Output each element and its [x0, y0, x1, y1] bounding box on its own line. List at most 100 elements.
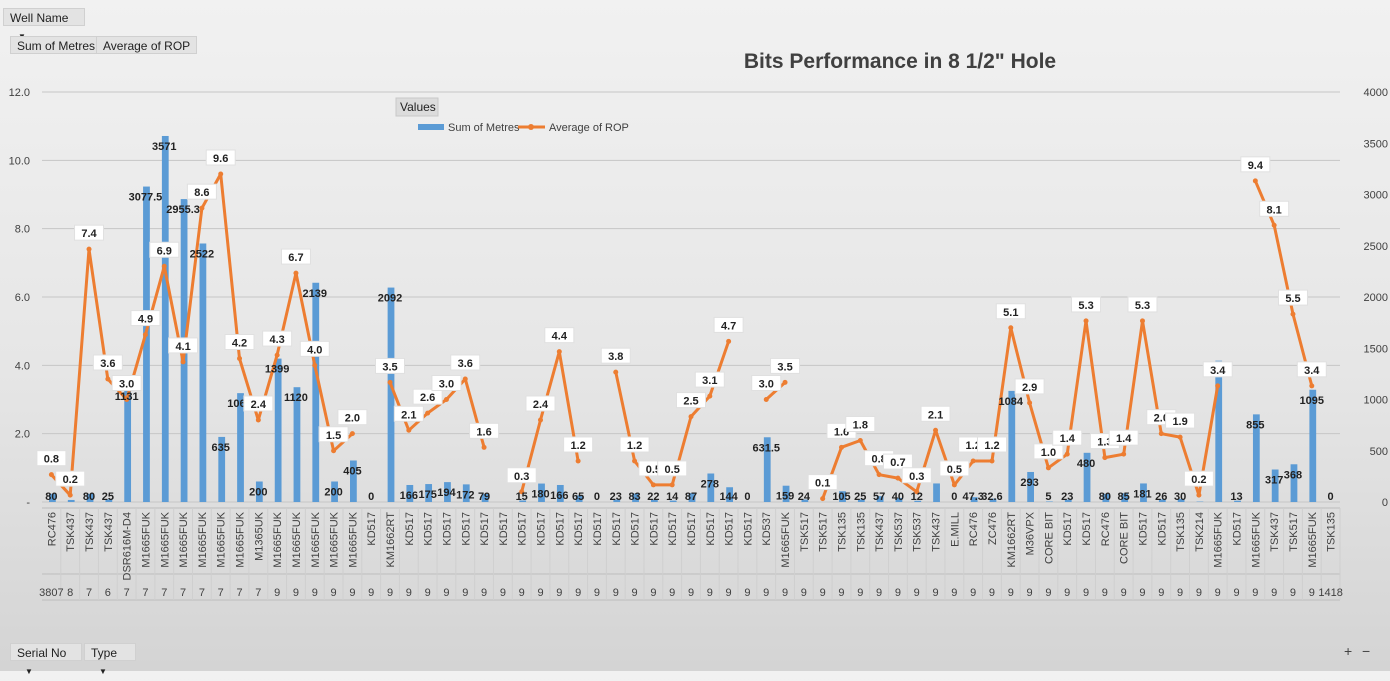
category-serial-label: 9 [801, 587, 807, 599]
rop-data-label: 0.8 [44, 454, 59, 466]
rop-point [1290, 312, 1295, 317]
rop-point [68, 493, 73, 498]
metres-bar [933, 483, 940, 502]
rop-data-label: 1.4 [1116, 433, 1132, 445]
category-type-label: ZC476 [987, 512, 999, 545]
metres-data-label: 0 [1328, 491, 1334, 503]
category-type-label: M1665FUK [1307, 511, 1319, 567]
category-serial-label: 9 [575, 587, 581, 599]
category-type-label: M1665FUK [291, 511, 303, 567]
rop-point [293, 271, 298, 276]
metres-data-label: 15 [516, 491, 528, 503]
category-type-label: KD517 [554, 512, 566, 546]
rop-data-label: 1.9 [1172, 416, 1187, 428]
category-serial-label: 9 [1027, 587, 1033, 599]
category-serial-label: 9 [331, 587, 337, 599]
rop-point [162, 264, 167, 269]
metres-data-label: 278 [701, 479, 719, 491]
category-serial-label: 9 [820, 587, 826, 599]
rop-point [1253, 178, 1258, 183]
rop-data-label: 3.5 [382, 361, 397, 373]
category-serial-label: 7 [124, 587, 130, 599]
category-serial-label: 9 [1271, 587, 1277, 599]
category-type-label: KD517 [1232, 512, 1244, 546]
category-type-label: KD517 [724, 512, 736, 546]
category-serial-label: 9 [556, 587, 562, 599]
rop-point [839, 445, 844, 450]
rop-data-label: 3.0 [759, 379, 774, 391]
metres-data-label: 40 [892, 491, 904, 503]
left-axis-tick-label: 2.0 [15, 429, 30, 441]
left-axis-tick-label: 10.0 [9, 155, 30, 167]
category-type-label: KD517 [479, 512, 491, 546]
rop-data-label: 2.6 [420, 392, 435, 404]
category-type-label: M1665FUK [780, 511, 792, 567]
metres-data-label: 1131 [115, 391, 139, 403]
chart-legend: Values Sum of Metres Average of ROP [396, 98, 629, 134]
rop-point [557, 349, 562, 354]
rop-point [613, 370, 618, 375]
category-serial-label: 7 [142, 587, 148, 599]
metres-data-label: 180 [531, 489, 549, 501]
category-serial-label: 9 [707, 587, 713, 599]
rop-data-label: 8.1 [1267, 204, 1282, 216]
rop-data-label: 8.6 [194, 187, 209, 199]
metres-data-label: 159 [776, 491, 794, 503]
category-type-label: KD517 [1156, 512, 1168, 546]
category-serial-label: 9 [594, 587, 600, 599]
metres-data-label: 0 [594, 491, 600, 503]
rop-data-label: 0.5 [665, 464, 680, 476]
category-type-label: RC476 [1100, 512, 1112, 546]
rop-data-label: 9.4 [1248, 160, 1264, 172]
category-type-label: TSK517 [1288, 512, 1300, 552]
rop-data-label: 3.4 [1304, 365, 1320, 377]
rop-point [181, 359, 186, 364]
metres-data-label: 26 [1155, 491, 1167, 503]
category-type-label: M1665FUK [310, 511, 322, 567]
category-serial-label: 9 [1252, 587, 1258, 599]
category-serial-label: 9 [1215, 587, 1221, 599]
rop-point [689, 414, 694, 419]
rop-point [256, 418, 261, 423]
right-axis-tick-label: 2500 [1364, 241, 1388, 253]
rop-point [87, 247, 92, 252]
rop-point [1215, 383, 1220, 388]
metres-data-label: 25 [854, 491, 866, 503]
category-serial-label: 6 [105, 587, 111, 599]
category-type-label: M1665FUK [235, 511, 247, 567]
category-serial-label: 9 [744, 587, 750, 599]
metres-bar [294, 387, 301, 502]
category-type-label: KD517 [1137, 512, 1149, 546]
rop-data-label: 2.1 [928, 409, 943, 421]
rop-data-label: 2.0 [345, 413, 360, 425]
category-type-label: KD517 [573, 512, 585, 546]
category-serial-label: 8 [67, 587, 73, 599]
rop-data-label: 4.7 [721, 320, 736, 332]
category-type-label: KD517 [1081, 512, 1093, 546]
rop-point [275, 353, 280, 358]
rop-data-label: 4.2 [232, 338, 247, 350]
category-type-label: TSK537 [893, 512, 905, 552]
metres-data-label: 3077.5 [129, 192, 163, 204]
metres-data-label: 1120 [284, 392, 308, 404]
metres-data-label: 1399 [265, 364, 289, 376]
metres-data-label: 30 [1174, 491, 1186, 503]
category-type-label: M1365UK [253, 511, 265, 561]
right-axis-tick-label: 500 [1370, 446, 1388, 458]
metres-data-label: 87 [685, 491, 697, 503]
category-serial-label: 9 [406, 587, 412, 599]
metres-data-label: 181 [1133, 488, 1151, 500]
rop-point [1309, 383, 1314, 388]
rop-data-label: 2.5 [683, 396, 698, 408]
metres-data-label: 80 [83, 491, 95, 503]
category-serial-label: 9 [1177, 587, 1183, 599]
rop-point [1196, 493, 1201, 498]
metres-data-label: 80 [1099, 491, 1111, 503]
category-serial-label: 9 [838, 587, 844, 599]
category-type-label: KD517 [705, 512, 717, 546]
metres-data-label: 32.6 [981, 491, 1002, 503]
rop-point [726, 339, 731, 344]
rop-data-label: 0.2 [1191, 474, 1206, 486]
category-serial-label: 9 [368, 587, 374, 599]
category-serial-label: 9 [481, 587, 487, 599]
